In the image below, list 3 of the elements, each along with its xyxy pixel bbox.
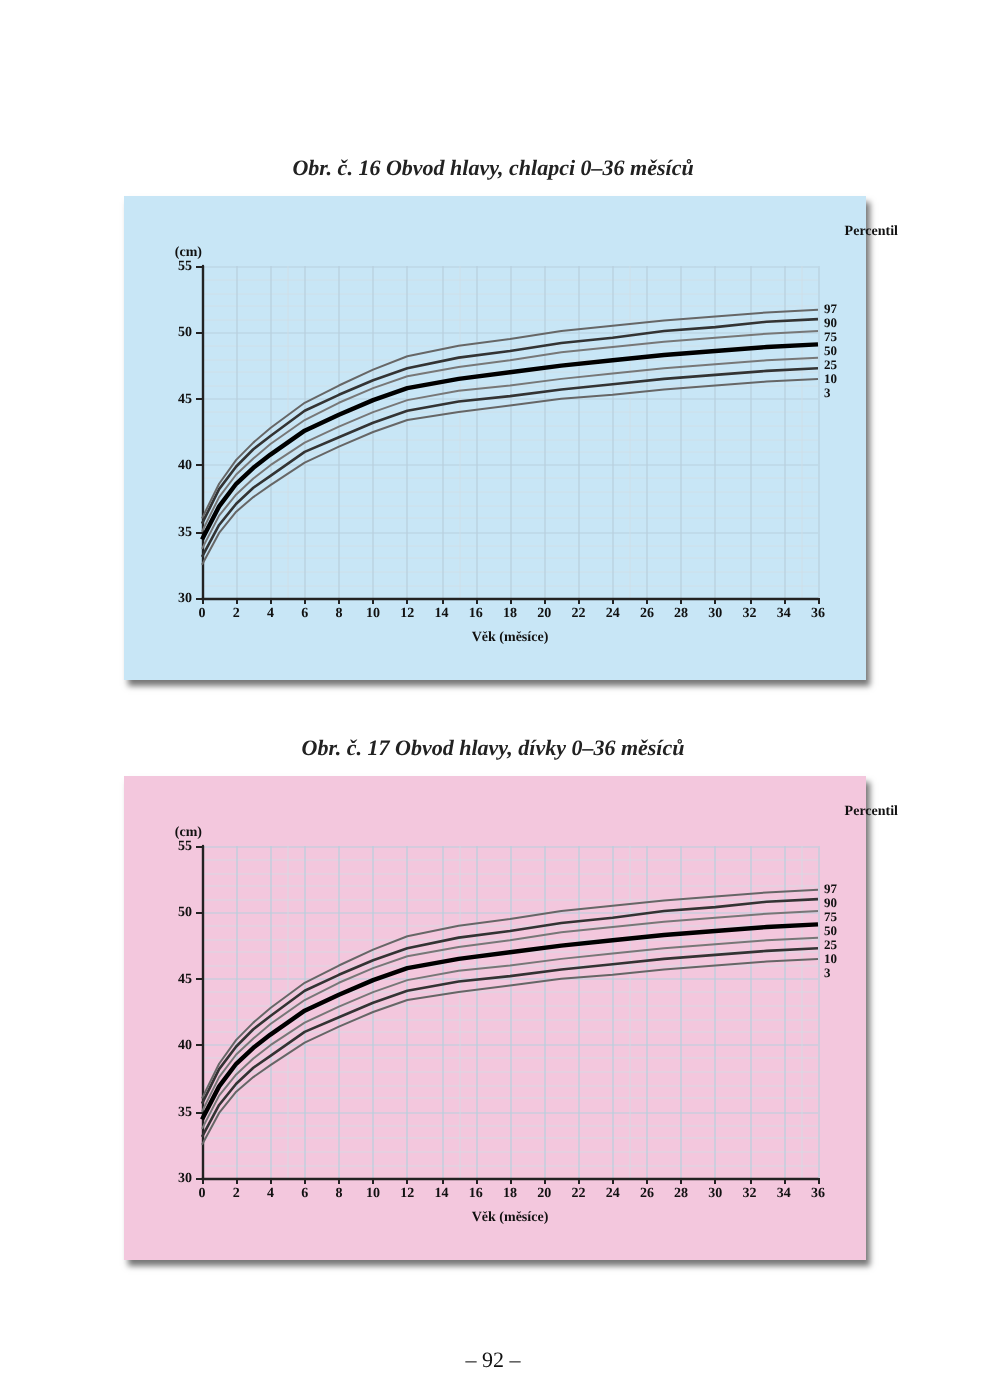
chart-title: Obr. č. 17 Obvod hlavy, dívky 0–36 měsíců (301, 737, 685, 761)
chart-title: Obr. č. 16 Obvod hlavy, chlapci 0–36 měsíců (292, 157, 694, 181)
text: – 92 – (463, 1349, 522, 1373)
